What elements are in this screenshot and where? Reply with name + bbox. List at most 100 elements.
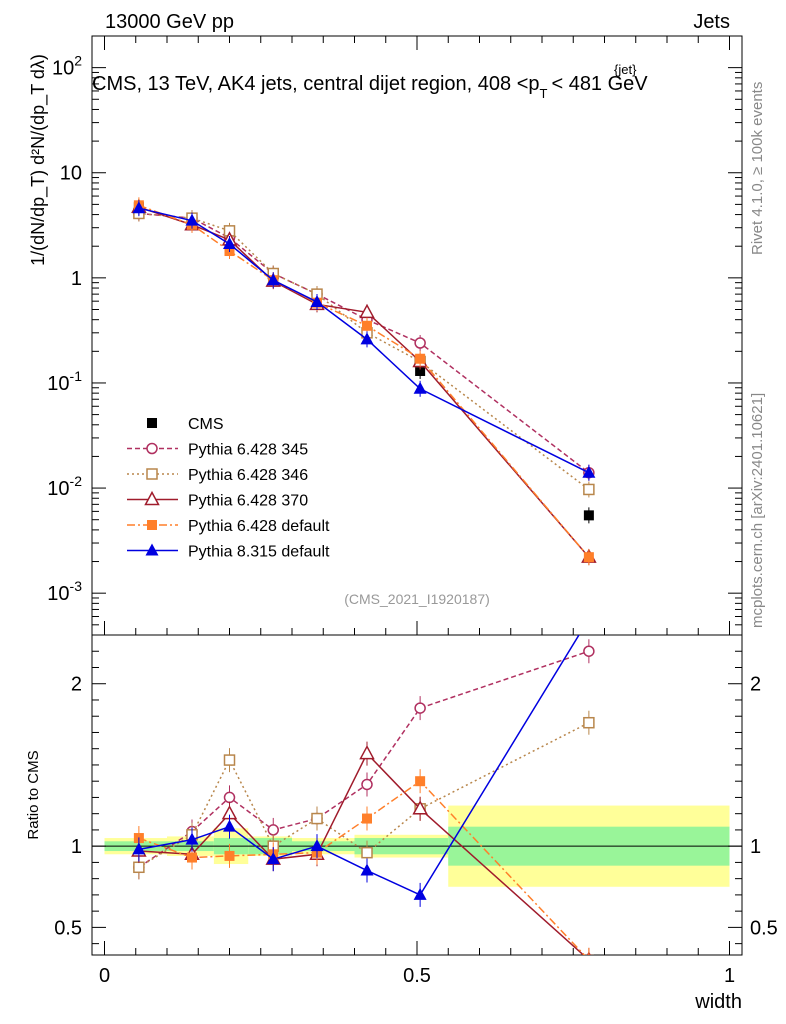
legend-label-pythia-6-428-346: Pythia 6.428 346 [188,467,308,484]
side-label-top: Rivet 4.1.0, ≥ 100k events [749,82,766,255]
point-pythia-8-315-default [413,381,427,394]
point-cms [583,510,594,521]
line-pythia-8-315-default [138,207,590,474]
ratio-point-pythia-6-428-default [415,776,426,787]
point-pythia-8-315-default [223,236,236,249]
ratio-y-axis-label: Ratio to CMS [25,750,42,839]
ratio-line-pythia-6-428-346 [138,722,590,868]
ratio-uncertainty-bands [92,805,742,887]
ratio-point-pythia-8-315-default [132,842,146,855]
x-axis-label: width [694,991,742,1013]
point-pythia-8-315-default [310,294,324,307]
main-y-tick-label: 10-2 [47,473,82,500]
point-pythia-6-428-346 [583,483,595,496]
chart-title: CMS, 13 TeV, AK4 jets, central dijet reg… [92,73,648,101]
point-pythia-6-428-345 [414,337,426,349]
ratio-line-pythia-6-428-370 [138,752,585,955]
ratio-line-pythia-8-315-default [138,635,580,896]
legend-marker-pythia-8-315-default [145,543,159,556]
main-y-axis-label-text: 1/(dN/dp_T) d²N/(dp_T dλ) [28,54,49,266]
point-pythia-6-428-default [583,552,594,563]
ratio-point-pythia-6-428-345 [583,645,595,657]
legend-label-pythia-6-428-370: Pythia 6.428 370 [188,493,308,510]
ratio-y-tick-label-left: 2 [71,674,82,696]
legend-label-pythia-6-428-345: Pythia 6.428 345 [188,442,308,459]
ratio-line-pythia-6-428-345 [138,650,590,868]
series-layer [131,197,597,955]
legend-marker-pythia-6-428-370 [144,490,160,506]
main-y-tick-label: 10-3 [47,578,82,605]
ratio-point-pythia-6-428-default [362,813,372,824]
ratio-panel-series [131,612,595,955]
watermark: (CMS_2021_I1920187) [344,591,490,607]
point-pythia-8-315-default [360,332,374,345]
category-label: Jets [693,11,730,33]
chart-title-end: < 481 GeV [551,73,648,95]
tick-base: 10 [52,58,74,80]
legend-label-pythia-6-428-default: Pythia 6.428 default [188,518,330,535]
tick-base: 10 [47,583,69,605]
ratio-y-tick-label-right: 1 [750,836,761,858]
tick-exponent: -3 [70,578,83,594]
ratio-point-pythia-8-315-default [266,852,280,865]
tick-exponent: 2 [74,53,82,69]
point-pythia-8-315-default [266,273,280,286]
tick-exponent: -1 [70,368,83,384]
point-pythia-6-428-default [415,353,426,364]
ratio-y-tick-label-right: 2 [750,674,761,696]
legend-label-cms: CMS [188,416,224,433]
point-pythia-6-428-370 [359,303,375,319]
line-pythia-6-428-346 [138,212,590,491]
main-y-tick-label: 10 [60,163,82,185]
x-tick-label: 0 [99,965,110,987]
ratio-y-tick-label-left: 0.5 [54,917,82,939]
line-pythia-6-428-345 [138,212,590,474]
legend: CMS Pythia 6.428 345 Pythia 6.428 346 Pythi… [127,416,330,561]
ratio-point-pythia-6-428-346 [361,846,373,859]
tick-exponent: -2 [70,473,83,489]
ratio-point-pythia-6-428-370 [359,745,375,760]
main-panel-series [131,197,597,566]
chart-title-main: CMS, 13 TeV, AK4 jets, central dijet reg… [92,73,540,95]
legend-marker-pythia-6-428-default [147,520,157,530]
point-pythia-6-428-default [362,320,372,331]
ratio-point-pythia-6-428-345 [361,778,373,791]
main-y-tick-label: 102 [52,53,82,80]
ratio-point-pythia-8-315-default [582,612,595,624]
ratio-point-pythia-6-428-default [224,850,235,861]
chart-title-sup: {jet} [614,62,637,77]
x-tick-label: 0.5 [403,965,431,987]
ratio-point-pythia-8-315-default [413,887,427,900]
ratio-point-pythia-6-428-345 [267,824,279,836]
ratio-point-pythia-6-428-default [583,954,594,955]
point-pythia-8-315-default [132,201,146,214]
side-label-bottom: mcplots.cern.ch [arXiv:2401.10621] [749,393,766,628]
point-pythia-8-315-default [185,213,199,226]
ratio-point-pythia-6-428-346 [311,812,323,825]
point-cms [415,365,426,376]
legend-label-pythia-8-315-default: Pythia 8.315 default [188,544,330,561]
main-y-tick-label: 10-1 [47,368,82,395]
main-y-tick-label: 1 [71,268,82,290]
main-y-axis-label: 1/(dN/dp_T) d²N/(dp_T dλ) [28,54,49,266]
x-tick-label: 1 [724,965,735,987]
tick-base: 10 [47,478,69,500]
tick-base: 10 [47,373,69,395]
ratio-y-tick-label-right: 0.5 [750,917,778,939]
ratio-point-pythia-6-428-346 [223,754,236,766]
ratio-point-pythia-8-315-default [185,832,199,845]
ratio-point-pythia-6-428-370 [412,800,428,815]
ratio-point-pythia-6-428-346 [583,716,595,729]
ratio-point-pythia-8-315-default [310,839,324,852]
legend-marker-cms [147,418,157,428]
legend-marker-pythia-6-428-346 [146,468,158,480]
ratio-point-pythia-8-315-default [360,863,374,876]
ratio-point-pythia-8-315-default [223,819,236,832]
ratio-point-pythia-6-428-default [187,852,197,863]
ratio-panel-frame [91,634,743,956]
energy-label: 13000 GeV pp [105,11,234,33]
point-pythia-8-315-default [582,465,596,478]
ratio-y-tick-label-left: 1 [71,836,82,858]
